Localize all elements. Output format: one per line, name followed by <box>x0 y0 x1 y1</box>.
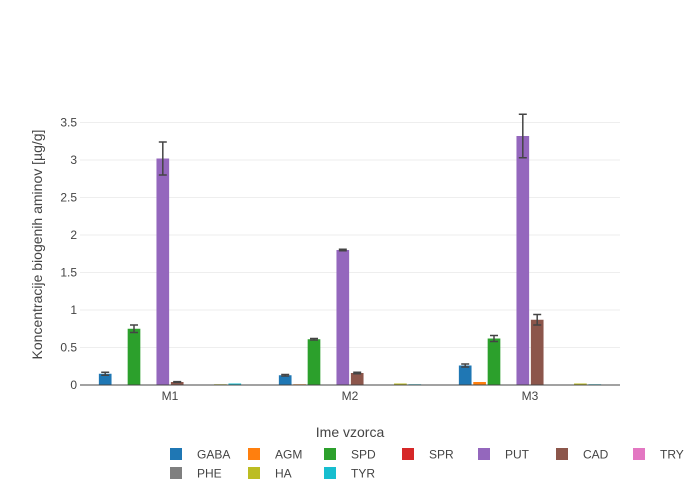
legend-label: PUT <box>505 448 530 462</box>
error-bar-cad-m3 <box>533 313 542 326</box>
bar-ha-m3 <box>574 383 587 385</box>
legend-label: SPD <box>351 448 376 462</box>
legend-item-gaba[interactable]: GABA <box>170 448 230 462</box>
y-tick-label: 0 <box>70 378 77 392</box>
legend-item-cad[interactable]: CAD <box>556 448 609 462</box>
legend[interactable]: GABA AGM SPD SPR PUT CAD TRY PHE HA TYR <box>170 448 684 481</box>
y-tick-labels: 0 0.5 1 1.5 2 2.5 3 3.5 <box>60 116 77 393</box>
error-bar-put-m3 <box>518 113 527 159</box>
bar-cad-m3 <box>530 319 544 385</box>
legend-label: HA <box>275 467 292 481</box>
legend-item-ha[interactable]: HA <box>248 467 292 481</box>
legend-swatch <box>170 467 182 479</box>
y-axis-title: Koncentracije biogenih aminov [µg/g] <box>29 130 45 360</box>
bar-put-m3 <box>516 136 530 385</box>
error-bars <box>101 113 542 384</box>
y-tick-label: 1.5 <box>60 266 77 280</box>
x-tick-label: M3 <box>522 389 539 403</box>
error-bar-put-m2 <box>338 248 347 252</box>
legend-label: AGM <box>275 448 302 462</box>
bar-cad-m2 <box>350 373 364 385</box>
bar-put-m2 <box>336 250 350 385</box>
y-tick-label: 2.5 <box>60 191 77 205</box>
x-tick-label: M2 <box>342 389 359 403</box>
x-tick-label: M1 <box>162 389 179 403</box>
bars <box>98 136 602 385</box>
error-bar-spd-m3 <box>490 334 498 343</box>
bar-spd-m3 <box>487 338 501 385</box>
bar-ha-m2 <box>394 383 407 385</box>
bar-tyr-m1 <box>228 383 242 385</box>
legend-swatch <box>402 448 414 460</box>
legend-label: SPR <box>429 448 454 462</box>
legend-label: TRY <box>660 448 684 462</box>
error-bar-put-m1 <box>158 141 167 176</box>
bar-agm-m3 <box>473 382 486 385</box>
error-bar-gaba-m2 <box>281 373 290 377</box>
legend-label: CAD <box>583 448 609 462</box>
legend-label: GABA <box>197 448 230 462</box>
x-axis-title: Ime vzorca <box>316 424 385 440</box>
bar-gaba-m1 <box>98 373 112 385</box>
legend-label: TYR <box>351 467 375 481</box>
legend-item-put[interactable]: PUT <box>478 448 530 462</box>
error-bar-cad-m2 <box>353 371 362 375</box>
legend-item-tyr[interactable]: TYR <box>324 467 375 481</box>
bar-spd-m1 <box>127 328 141 385</box>
y-tick-label: 1 <box>70 303 77 317</box>
bar-gaba-m3 <box>458 365 472 385</box>
legend-swatch <box>170 448 182 460</box>
error-bar-spd-m2 <box>310 337 318 341</box>
legend-item-spr[interactable]: SPR <box>402 448 454 462</box>
bar-spd-m2 <box>307 339 321 385</box>
legend-item-try[interactable]: TRY <box>633 448 684 462</box>
bar-gaba-m2 <box>278 375 292 385</box>
bar-cad-m1 <box>170 382 184 385</box>
y-tick-label: 0.5 <box>60 341 77 355</box>
gridlines <box>80 122 620 348</box>
legend-swatch <box>478 448 490 460</box>
legend-item-phe[interactable]: PHE <box>170 467 222 481</box>
x-tick-labels: M1 M2 M3 <box>162 389 539 403</box>
error-bar-gaba-m3 <box>461 363 470 368</box>
legend-swatch <box>324 467 336 479</box>
error-bar-gaba-m1 <box>101 371 110 376</box>
legend-swatch <box>324 448 336 460</box>
legend-swatch <box>633 448 645 460</box>
legend-item-spd[interactable]: SPD <box>324 448 376 462</box>
error-bar-cad-m1 <box>173 380 182 384</box>
legend-label: PHE <box>197 467 222 481</box>
error-bar-spd-m1 <box>130 324 138 334</box>
legend-swatch <box>556 448 568 460</box>
legend-item-agm[interactable]: AGM <box>248 448 302 462</box>
bar-put-m1 <box>156 158 170 385</box>
y-tick-label: 3 <box>70 153 77 167</box>
legend-swatch <box>248 448 260 460</box>
y-tick-label: 3.5 <box>60 116 77 130</box>
y-tick-label: 2 <box>70 228 77 242</box>
legend-swatch <box>248 467 260 479</box>
